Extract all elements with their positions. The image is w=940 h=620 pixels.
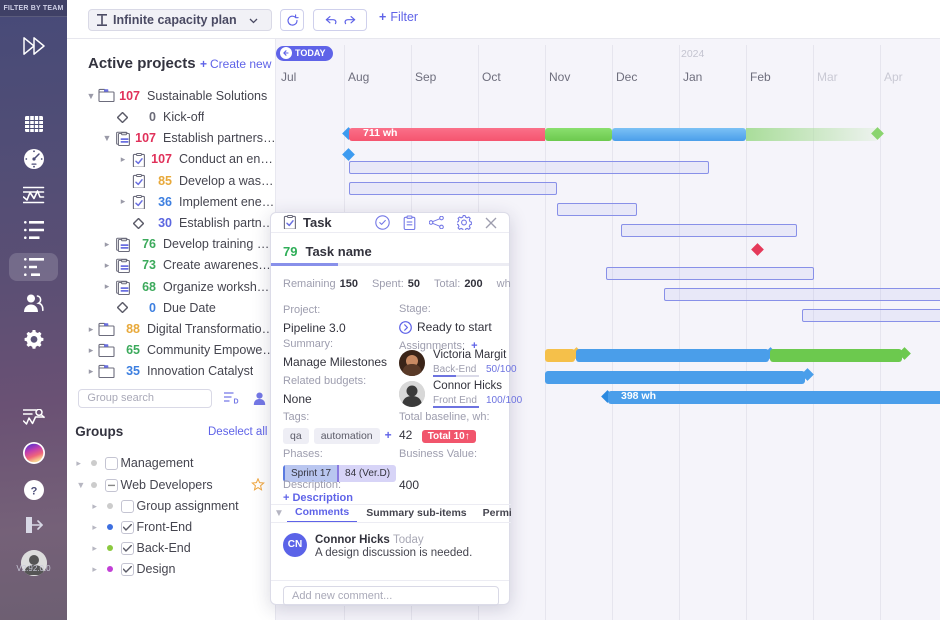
svg-text:D: D bbox=[233, 398, 238, 405]
svg-text:?: ? bbox=[30, 486, 37, 498]
